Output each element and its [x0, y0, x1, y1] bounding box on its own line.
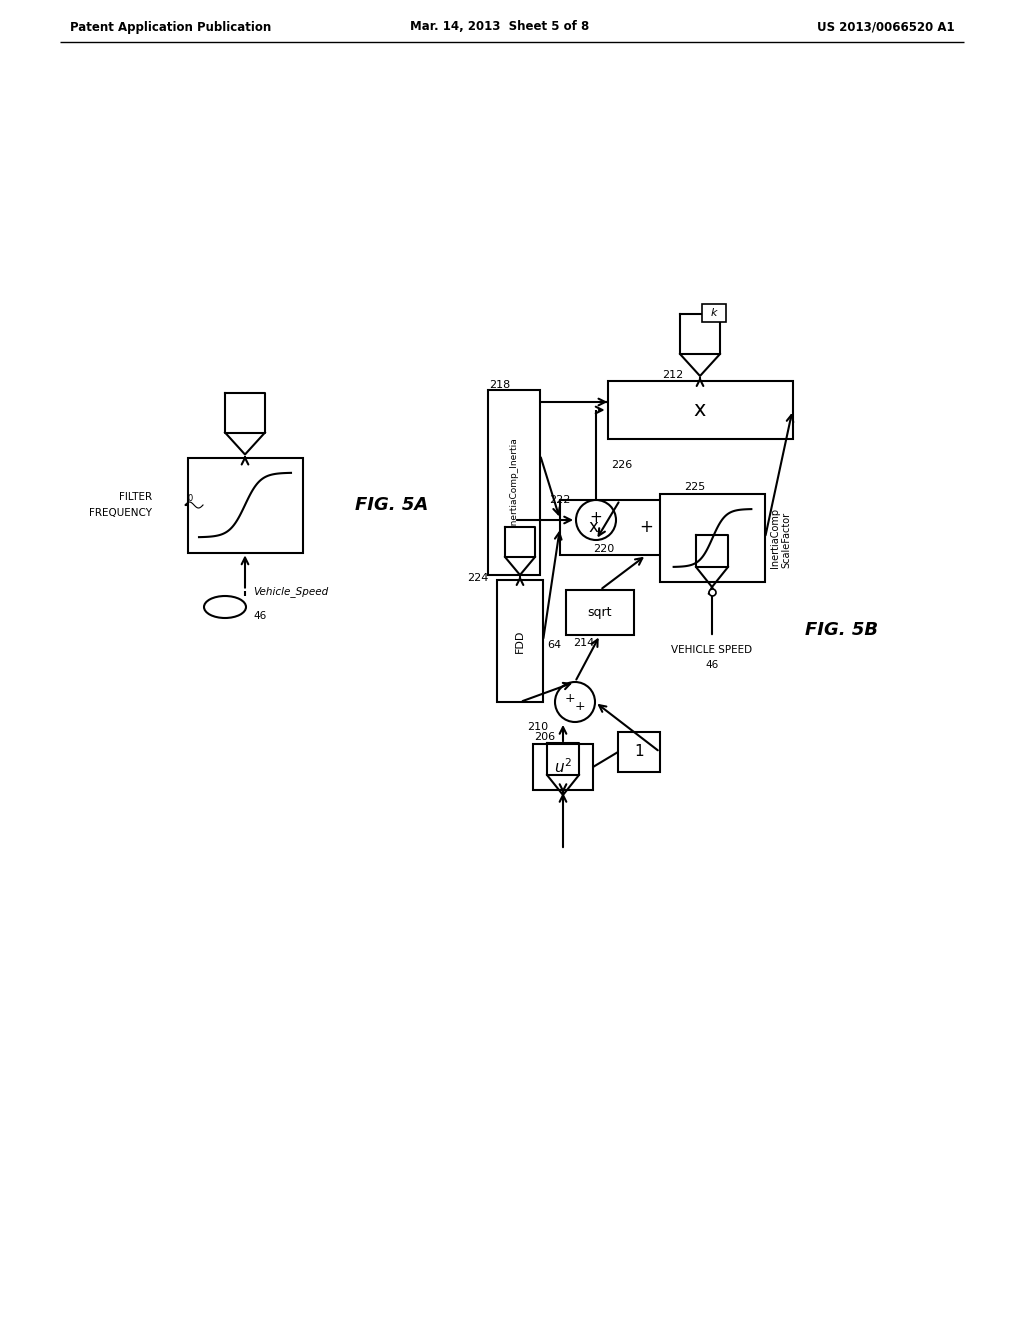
Text: VEHICLE SPEED: VEHICLE SPEED: [672, 645, 753, 655]
Circle shape: [575, 500, 616, 540]
Bar: [488, 389, 540, 576]
Bar: [702, 304, 726, 322]
Bar: [497, 579, 543, 702]
Text: 206: 206: [534, 733, 555, 742]
Text: InertiaComp_Inertia: InertiaComp_Inertia: [510, 438, 518, 528]
Text: FIG. 5A: FIG. 5A: [355, 496, 428, 513]
Text: 64: 64: [547, 640, 561, 649]
Text: x: x: [589, 519, 599, 536]
Text: 46: 46: [253, 611, 266, 620]
Text: 1: 1: [634, 744, 644, 759]
Text: 218: 218: [489, 380, 510, 389]
Bar: [534, 744, 593, 789]
Text: FIG. 5B: FIG. 5B: [805, 620, 879, 639]
Text: Mar. 14, 2013  Sheet 5 of 8: Mar. 14, 2013 Sheet 5 of 8: [411, 21, 590, 33]
Text: x: x: [694, 400, 707, 420]
Text: Vehicle_Speed: Vehicle_Speed: [253, 586, 329, 597]
Text: 222: 222: [550, 495, 571, 506]
Text: +: +: [639, 519, 653, 536]
Bar: [607, 381, 793, 440]
Circle shape: [555, 682, 595, 722]
Text: 0: 0: [188, 494, 194, 503]
Text: FILTER: FILTER: [119, 492, 152, 502]
Text: 214: 214: [573, 638, 594, 648]
Text: 220: 220: [593, 544, 614, 554]
Text: 210: 210: [527, 722, 548, 733]
Text: +: +: [574, 700, 586, 713]
Bar: [660, 494, 765, 582]
Text: $u^2$: $u^2$: [554, 758, 572, 776]
Bar: [560, 500, 680, 554]
Text: sqrt: sqrt: [588, 606, 612, 619]
Bar: [618, 733, 660, 772]
Text: +: +: [564, 692, 575, 705]
Text: Patent Application Publication: Patent Application Publication: [70, 21, 271, 33]
Bar: [187, 458, 302, 553]
Text: k: k: [711, 308, 717, 318]
Text: InertiaComp
ScaleFactor: InertiaComp ScaleFactor: [770, 508, 792, 568]
Text: +: +: [590, 510, 602, 524]
Text: FDD: FDD: [515, 630, 525, 652]
Text: 225: 225: [684, 482, 706, 492]
Text: 224: 224: [468, 573, 489, 583]
Text: FREQUENCY: FREQUENCY: [89, 508, 152, 517]
Text: 46: 46: [706, 660, 719, 671]
Ellipse shape: [204, 597, 246, 618]
Text: 226: 226: [611, 459, 632, 470]
Text: 212: 212: [662, 370, 683, 380]
Text: US 2013/0066520 A1: US 2013/0066520 A1: [817, 21, 955, 33]
Bar: [566, 590, 634, 635]
